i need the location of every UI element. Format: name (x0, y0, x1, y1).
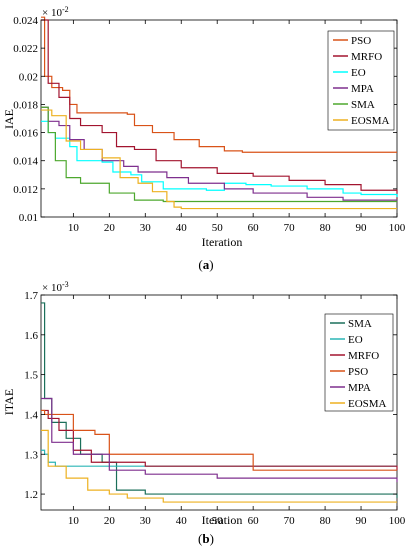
x-tick-label-b-6: 70 (284, 515, 296, 527)
x-axis-label-a: Iteration (202, 235, 243, 249)
x-tick-label-a-5: 60 (248, 222, 260, 234)
y-tick-label-a-7: 0.024 (13, 15, 38, 27)
legend-label-a-eosma: EOSMA (351, 115, 390, 127)
series-line-a-mrfo (41, 19, 398, 199)
series-line-a-mpa (41, 106, 397, 201)
y-tick-label-b-5: 1.7 (24, 290, 38, 302)
y-tick-label-a-5: 0.02 (19, 71, 38, 83)
x-tick-label-b-2: 30 (140, 515, 152, 527)
series-line-a-pso (41, 16, 397, 153)
legend-label-a-mrfo: MRFO (351, 51, 382, 63)
series-line-b-mpa (41, 397, 398, 483)
legend-label-b-eosma: EOSMA (348, 398, 387, 410)
y-tick-label-b-3: 1.5 (24, 370, 38, 382)
legend-label-a-pso: PSO (351, 35, 371, 47)
y-tick-label-b-1: 1.3 (24, 449, 38, 461)
x-tick-label-b-0: 10 (68, 515, 80, 527)
y-axis-label-a: IAE (2, 109, 16, 129)
x-tick-label-a-2: 30 (140, 222, 152, 234)
x-tick-label-a-1: 20 (104, 222, 116, 234)
y-tick-label-a-4: 0.018 (13, 99, 38, 111)
x-tick-label-b-5: 60 (248, 515, 260, 527)
caption-b: (b) (198, 531, 214, 546)
x-tick-label-a-9: 100 (389, 222, 406, 234)
x-tick-label-b-9: 100 (389, 515, 406, 527)
legend-label-b-eo: EO (348, 334, 363, 346)
series-layer-a (41, 16, 398, 210)
series-line-a-sma (41, 106, 397, 203)
exponent-label-a: × 10-2 (42, 5, 69, 19)
ticks-layer-a: 10 20 30 40 50 60 70 80 90 100 0.01 0.012 0.014 0.016… (13, 15, 406, 234)
legend-label-b-mpa: MPA (348, 382, 371, 394)
legend-box-a (327, 30, 395, 131)
y-axis-label-b: ITAE (2, 389, 16, 415)
y-tick-label-a-0: 0.01 (19, 212, 38, 224)
x-tick-label-b-8: 90 (356, 515, 368, 527)
legend-label-b-sma: SMA (348, 318, 372, 330)
x-tick-label-b-3: 40 (176, 515, 188, 527)
y-tick-label-b-0: 1.2 (24, 489, 38, 501)
legend-label-a-eo: EO (351, 67, 366, 79)
caption-a: (a) (198, 257, 213, 272)
legend-a: PSO MRFO EO MPA SMA EOSMA (327, 30, 395, 131)
x-tick-label-a-8: 90 (356, 222, 368, 234)
x-tick-label-a-7: 80 (320, 222, 332, 234)
y-tick-label-a-1: 0.012 (13, 184, 38, 196)
x-tick-label-a-4: 50 (212, 222, 224, 234)
legend-label-b-pso: PSO (348, 366, 368, 378)
legend-b: SMA EO MRFO PSO MPA EOSMA (324, 313, 394, 412)
legend-label-b-mrfo: MRFO (348, 350, 379, 362)
y-tick-label-b-4: 1.6 (24, 330, 38, 342)
y-tick-label-a-2: 0.014 (13, 156, 38, 168)
y-tick-label-a-6: 0.022 (13, 43, 38, 55)
y-tick-label-b-2: 1.4 (24, 409, 38, 421)
y-tick-label-a-3: 0.016 (13, 128, 38, 140)
series-line-b-eosma (41, 429, 397, 503)
x-axis-label-b: Iteration (202, 513, 243, 527)
x-tick-label-b-4: 50 (212, 515, 224, 527)
series-line-a-eosma (41, 109, 397, 210)
chart-panel-b: 10 20 30 40 50 60 70 80 90 1001.21.31.41.51.61.7 … (2, 280, 406, 546)
x-tick-label-a-3: 40 (176, 222, 188, 234)
series-line-a-eo (41, 120, 398, 198)
x-tick-label-b-1: 20 (104, 515, 116, 527)
chart-panel-a: 10 20 30 40 50 60 70 80 90 100 0.01 0.012 0.014 0.016… (2, 5, 406, 272)
legend-label-a-sma: SMA (351, 99, 375, 111)
x-tick-label-a-6: 70 (284, 222, 296, 234)
legend-box-b (324, 313, 394, 412)
x-tick-label-a-0: 10 (68, 222, 80, 234)
legend-label-a-mpa: MPA (351, 83, 374, 95)
x-tick-label-b-7: 80 (320, 515, 332, 527)
ticks-layer-b: 10 20 30 40 50 60 70 80 90 100 1.2 1.3 1.4 1.5 1.6 1.7 (24, 290, 406, 527)
exponent-label-b: × 10-3 (42, 280, 69, 294)
